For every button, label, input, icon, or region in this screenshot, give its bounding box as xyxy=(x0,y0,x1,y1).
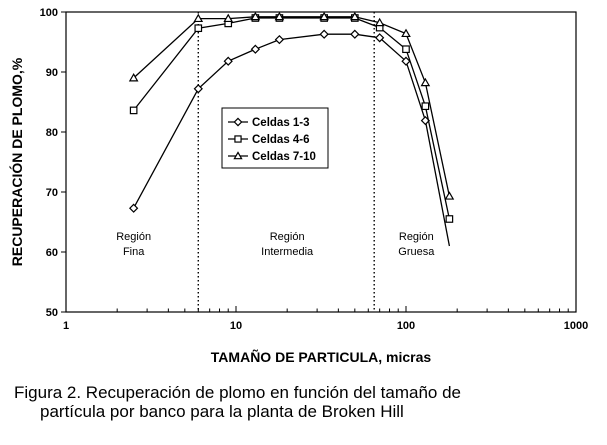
region-label-line: Región xyxy=(270,231,305,243)
x-tick-label: 1000 xyxy=(564,320,588,332)
region-label-line: Región xyxy=(399,231,434,243)
triangle-marker xyxy=(128,72,139,82)
y-tick-label: 70 xyxy=(46,187,58,199)
diamond-marker xyxy=(350,29,360,39)
triangle-marker xyxy=(374,17,385,27)
triangle-marker xyxy=(349,11,360,21)
y-tick-label: 80 xyxy=(46,127,58,139)
diamond-marker xyxy=(233,117,243,127)
region-label-line: Gruesa xyxy=(398,246,435,258)
series-diamond xyxy=(129,29,451,247)
square-marker xyxy=(402,45,410,54)
triangle-marker xyxy=(223,13,234,23)
legend-label: Celdas 7-10 xyxy=(252,151,316,163)
x-axis-title: TAMAÑO DE PARTICULA, micras xyxy=(211,348,432,365)
region-label: Región Gruesa xyxy=(398,231,435,258)
diamond-marker xyxy=(274,34,285,45)
y-axis-ticks: 50 60 70 80 90 100 xyxy=(40,7,66,319)
y-tick-label: 100 xyxy=(40,7,58,19)
diamond-marker xyxy=(375,33,385,43)
series-triangle xyxy=(128,11,455,200)
region-labels: Región Fina Región Intermedia Región Gruesa xyxy=(116,231,435,258)
legend: Celdas 1-3 Celdas 4-6 Celdas 7-10 xyxy=(221,107,329,169)
triangle-marker xyxy=(401,28,411,38)
triangle-marker xyxy=(274,11,285,21)
region-label: Región Fina xyxy=(116,231,151,258)
triangle-marker xyxy=(319,11,329,21)
region-label: Región Intermedia xyxy=(261,231,314,258)
y-axis-title: RECUPERACIÓN DE PLOMO,% xyxy=(8,57,25,266)
diamond-marker xyxy=(129,203,139,213)
legend-label: Celdas 4-6 xyxy=(252,134,310,146)
triangle-marker xyxy=(250,11,261,21)
diamond-marker xyxy=(319,29,329,39)
data-series xyxy=(128,11,455,247)
x-tick-label: 1 xyxy=(63,320,69,332)
square-marker xyxy=(421,102,430,111)
diamond-marker xyxy=(223,56,233,66)
square-marker xyxy=(194,24,203,33)
triangle-marker xyxy=(233,151,243,160)
caption-line-2: partícula por banco para la planta de Br… xyxy=(40,402,404,421)
region-label-line: Región xyxy=(116,231,151,243)
x-axis-ticks: 1 10 100 1000 xyxy=(63,306,588,332)
region-label-line: Fina xyxy=(123,246,145,258)
triangle-marker xyxy=(444,191,455,200)
x-tick-label: 10 xyxy=(230,320,242,332)
legend-label: Celdas 1-3 xyxy=(252,117,310,129)
diamond-marker xyxy=(401,56,411,66)
diamond-marker xyxy=(193,84,203,94)
square-marker xyxy=(129,106,138,115)
region-label-line: Intermedia xyxy=(261,246,314,258)
x-tick-label: 100 xyxy=(397,320,415,332)
y-tick-label: 50 xyxy=(46,307,58,319)
caption-line-1: Figura 2. Recuperación de plomo en funci… xyxy=(14,383,462,402)
diamond-marker xyxy=(250,44,261,54)
triangle-marker xyxy=(420,77,431,87)
square-marker xyxy=(234,135,242,143)
square-marker xyxy=(445,215,454,223)
y-tick-label: 60 xyxy=(46,247,58,259)
figure-caption: Figura 2. Recuperación de plomo en funci… xyxy=(14,383,599,421)
triangle-marker xyxy=(193,13,204,23)
y-tick-label: 90 xyxy=(46,67,58,79)
